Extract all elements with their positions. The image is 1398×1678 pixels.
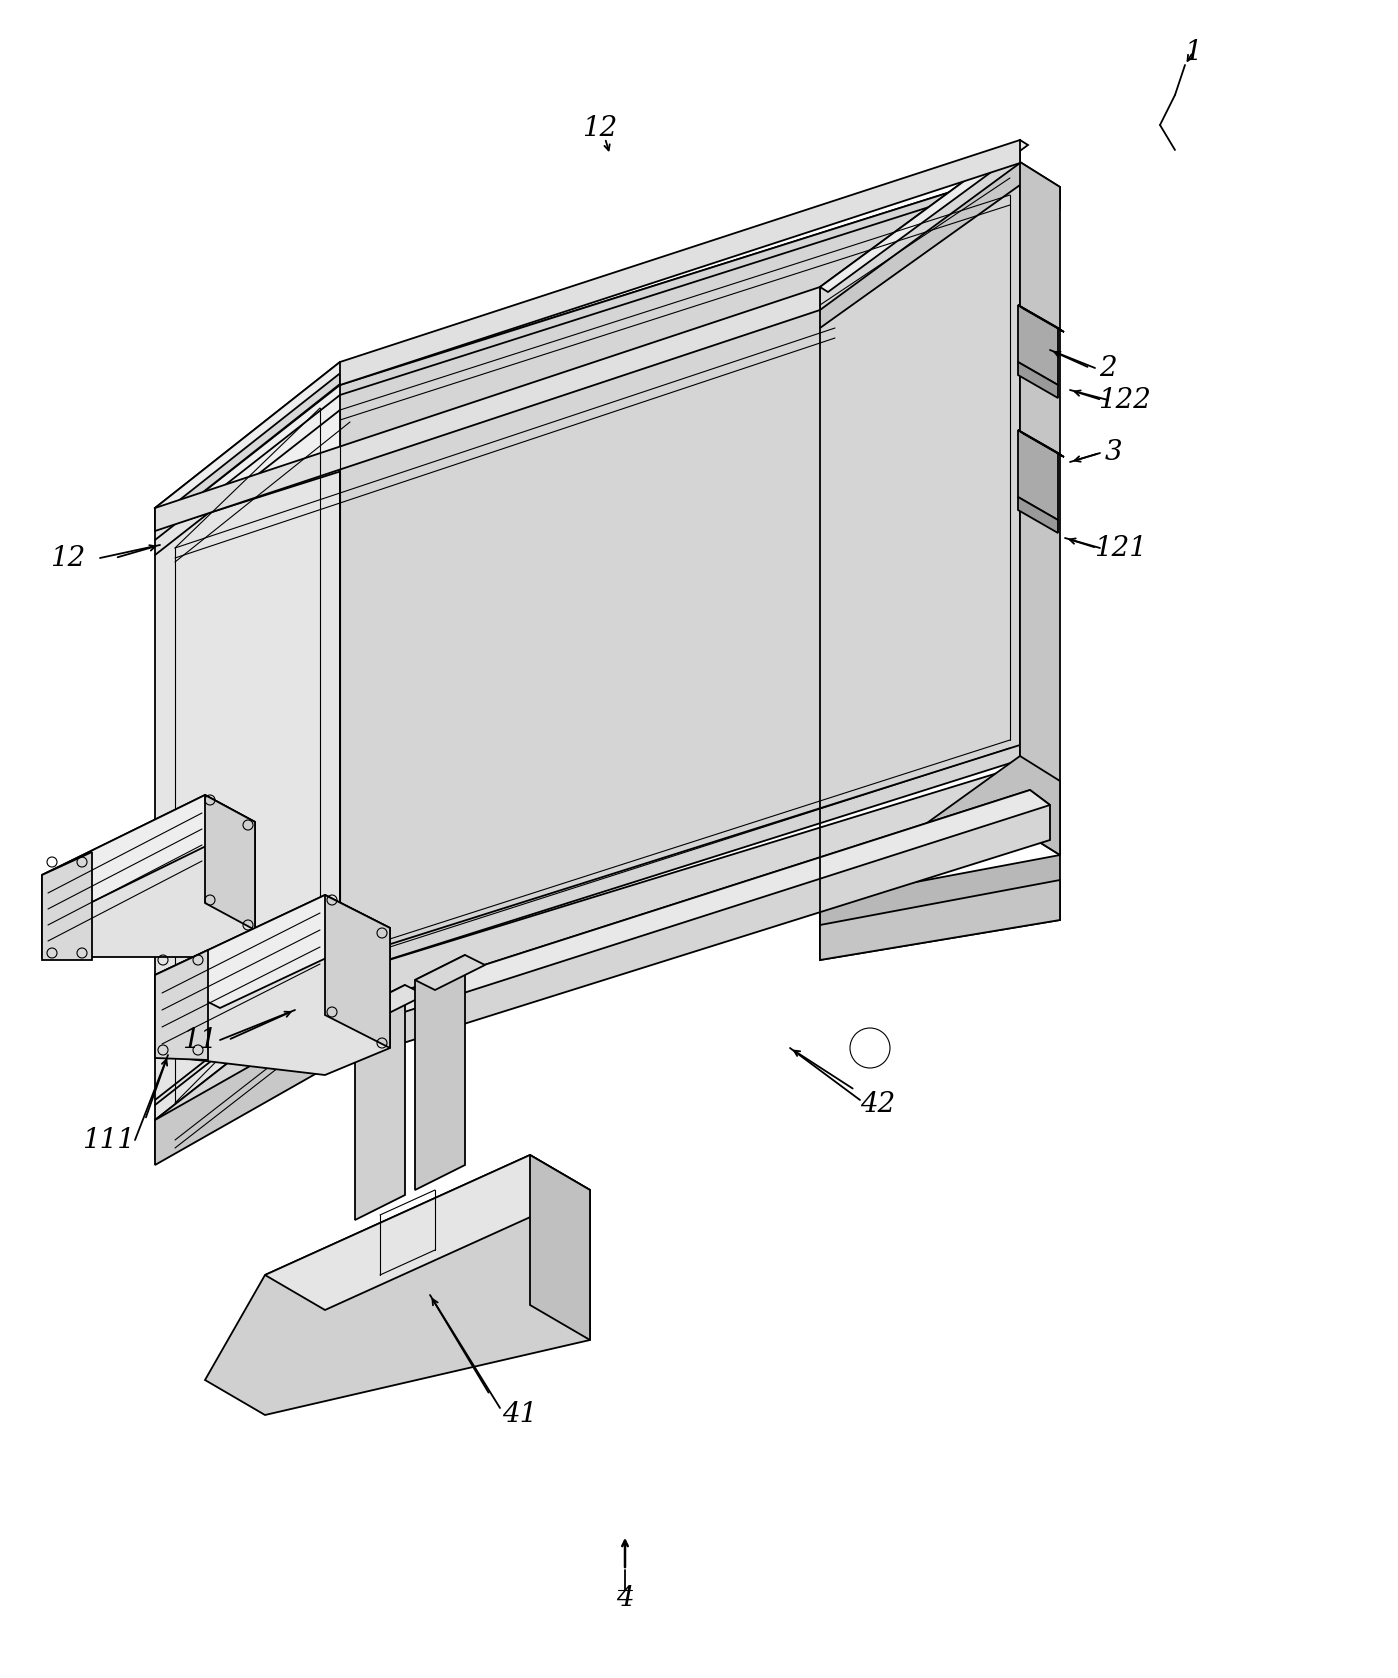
Polygon shape [821,757,1060,925]
Polygon shape [340,139,1021,384]
Polygon shape [821,163,1060,327]
Polygon shape [355,985,425,1020]
Polygon shape [42,795,254,956]
Polygon shape [821,856,1060,960]
Polygon shape [1018,305,1064,332]
Polygon shape [1018,430,1058,520]
Polygon shape [530,1154,590,1341]
Polygon shape [1018,430,1064,456]
Polygon shape [821,139,1028,292]
Polygon shape [155,384,340,1119]
Text: 3: 3 [1104,440,1121,466]
Polygon shape [1018,305,1058,384]
Polygon shape [206,795,254,930]
Polygon shape [340,800,1040,1055]
Text: 4: 4 [617,1584,633,1611]
Polygon shape [155,362,340,530]
Polygon shape [266,1154,590,1311]
Text: 2: 2 [1099,354,1117,381]
Text: 41: 41 [502,1401,538,1428]
Polygon shape [155,894,390,1008]
Polygon shape [155,894,390,1076]
Text: 1: 1 [1184,39,1202,65]
Polygon shape [1018,362,1058,398]
Polygon shape [821,879,1060,960]
Text: 42: 42 [860,1091,896,1119]
Polygon shape [155,950,208,1060]
Polygon shape [155,169,1021,530]
Polygon shape [155,287,821,530]
Polygon shape [155,362,348,513]
Polygon shape [155,760,1040,1159]
Polygon shape [42,852,92,960]
Polygon shape [821,139,1021,310]
Polygon shape [1018,497,1058,534]
Text: 11: 11 [182,1027,218,1054]
Text: 122: 122 [1099,386,1152,413]
Text: 121: 121 [1093,535,1146,562]
Polygon shape [155,1015,340,1165]
Polygon shape [350,790,1050,1055]
Polygon shape [324,894,390,1049]
Polygon shape [415,955,466,1190]
Polygon shape [350,790,1050,1024]
Polygon shape [1021,163,1060,856]
Text: 12: 12 [50,544,85,572]
Polygon shape [340,169,1021,975]
Polygon shape [415,955,485,990]
Polygon shape [206,1154,590,1415]
Polygon shape [42,795,254,903]
Text: 111: 111 [81,1126,134,1153]
Polygon shape [355,985,405,1220]
Text: 12: 12 [583,114,618,141]
